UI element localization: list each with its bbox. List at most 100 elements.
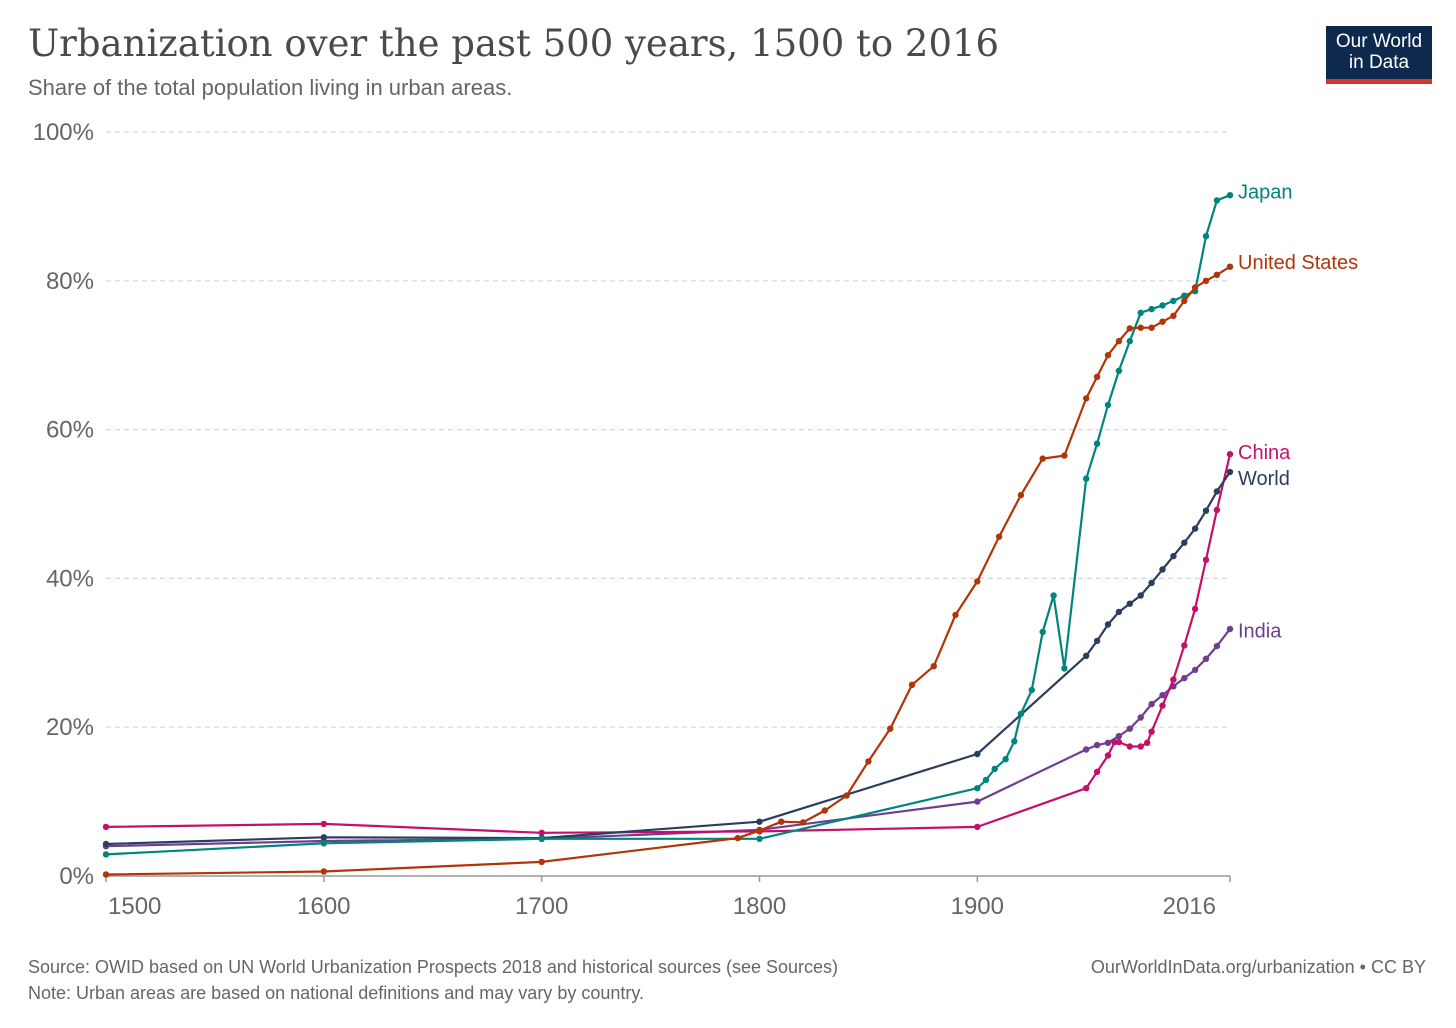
data-point-japan[interactable] <box>1213 197 1221 204</box>
data-point-india[interactable] <box>974 798 981 805</box>
data-point-world[interactable] <box>1213 488 1221 495</box>
data-point-india[interactable] <box>1083 746 1090 753</box>
data-point-united-states[interactable] <box>1061 452 1068 459</box>
data-point-india[interactable] <box>1181 674 1188 682</box>
data-point-world[interactable] <box>1115 608 1123 616</box>
data-point-united-states[interactable] <box>974 578 981 585</box>
data-point-japan[interactable] <box>1126 337 1134 345</box>
data-point-china[interactable] <box>102 823 110 831</box>
data-point-united-states[interactable] <box>1181 297 1188 305</box>
data-point-japan[interactable] <box>320 840 327 847</box>
data-point-united-states[interactable] <box>538 858 545 866</box>
data-point-united-states[interactable] <box>1115 337 1123 345</box>
data-point-japan[interactable] <box>1028 686 1036 694</box>
data-point-china[interactable] <box>320 820 327 828</box>
data-point-united-states[interactable] <box>734 834 741 842</box>
data-point-world[interactable] <box>756 818 763 825</box>
data-point-united-states[interactable] <box>930 663 937 670</box>
data-point-india[interactable] <box>1226 625 1234 633</box>
data-point-china[interactable] <box>1159 702 1166 709</box>
data-point-world[interactable] <box>1181 539 1188 546</box>
data-point-japan[interactable] <box>1137 309 1144 316</box>
data-point-world[interactable] <box>1104 621 1112 628</box>
data-point-world[interactable] <box>1202 507 1210 514</box>
data-point-china[interactable] <box>1144 739 1151 746</box>
data-point-united-states[interactable] <box>865 758 872 765</box>
data-point-china[interactable] <box>1093 768 1101 775</box>
data-point-world[interactable] <box>1159 566 1166 573</box>
owid-logo[interactable]: Our World in Data <box>1326 26 1432 84</box>
data-point-united-states[interactable] <box>1148 324 1155 331</box>
data-point-china[interactable] <box>1126 743 1134 750</box>
data-point-world[interactable] <box>1126 600 1134 607</box>
data-point-world[interactable] <box>1148 579 1155 587</box>
data-point-united-states[interactable] <box>1213 271 1221 278</box>
data-point-japan[interactable] <box>1017 710 1025 717</box>
data-point-united-states[interactable] <box>1202 277 1210 284</box>
data-point-india[interactable] <box>1148 700 1155 708</box>
data-point-china[interactable] <box>538 829 545 836</box>
data-point-united-states[interactable] <box>1126 325 1134 332</box>
data-point-united-states[interactable] <box>843 792 850 799</box>
data-point-china[interactable] <box>1083 785 1090 792</box>
data-point-japan[interactable] <box>756 835 763 842</box>
data-point-china[interactable] <box>1191 605 1199 613</box>
data-point-united-states[interactable] <box>1159 318 1166 325</box>
data-point-japan[interactable] <box>102 851 110 858</box>
owid-link[interactable]: OurWorldInData.org/urbanization • CC BY <box>1090 957 1426 977</box>
data-point-china[interactable] <box>974 823 981 831</box>
data-point-india[interactable] <box>1126 725 1134 732</box>
data-point-india[interactable] <box>1115 732 1123 740</box>
data-point-japan[interactable] <box>1039 628 1046 636</box>
data-point-japan[interactable] <box>1202 233 1210 240</box>
data-point-india[interactable] <box>1191 666 1199 674</box>
data-point-china[interactable] <box>1226 451 1234 458</box>
data-point-united-states[interactable] <box>887 725 894 732</box>
data-point-india[interactable] <box>1213 642 1221 650</box>
data-point-japan[interactable] <box>538 835 545 842</box>
data-point-japan[interactable] <box>1104 401 1112 409</box>
data-point-china[interactable] <box>1115 738 1123 746</box>
data-point-japan[interactable] <box>982 776 990 784</box>
data-point-china[interactable] <box>1213 506 1221 514</box>
data-point-united-states[interactable] <box>799 819 807 826</box>
data-point-united-states[interactable] <box>1039 455 1046 462</box>
series-line-united-states[interactable] <box>105 265 1231 876</box>
data-point-japan[interactable] <box>1159 302 1166 309</box>
data-point-united-states[interactable] <box>1170 312 1177 319</box>
data-point-united-states[interactable] <box>1083 395 1090 402</box>
data-point-india[interactable] <box>1093 741 1101 749</box>
data-point-world[interactable] <box>320 834 327 841</box>
data-point-japan[interactable] <box>991 765 998 773</box>
data-point-china[interactable] <box>1181 642 1188 649</box>
data-point-united-states[interactable] <box>1104 352 1112 359</box>
data-point-india[interactable] <box>1159 692 1166 699</box>
data-point-japan[interactable] <box>1115 367 1123 374</box>
data-point-united-states[interactable] <box>1191 284 1199 291</box>
data-point-world[interactable] <box>974 750 981 758</box>
data-point-united-states[interactable] <box>995 533 1003 540</box>
data-point-india[interactable] <box>1202 655 1210 662</box>
series-line-world[interactable] <box>105 471 1231 846</box>
data-point-world[interactable] <box>1226 468 1234 476</box>
data-point-united-states[interactable] <box>1017 491 1025 499</box>
data-point-india[interactable] <box>1104 739 1112 746</box>
data-point-united-states[interactable] <box>821 807 828 814</box>
data-point-china[interactable] <box>1148 728 1155 735</box>
data-point-world[interactable] <box>1093 637 1101 645</box>
data-point-united-states[interactable] <box>320 868 327 875</box>
data-point-japan[interactable] <box>1148 305 1155 313</box>
data-point-world[interactable] <box>1170 552 1177 560</box>
data-point-united-states[interactable] <box>756 827 763 834</box>
data-point-world[interactable] <box>102 840 110 848</box>
series-line-india[interactable] <box>105 628 1231 848</box>
data-point-china[interactable] <box>1137 743 1144 750</box>
data-point-world[interactable] <box>1137 592 1144 599</box>
data-point-japan[interactable] <box>1011 738 1018 745</box>
data-point-united-states[interactable] <box>1226 263 1234 270</box>
data-point-japan[interactable] <box>1002 756 1009 763</box>
data-point-japan[interactable] <box>1061 665 1068 672</box>
data-point-united-states[interactable] <box>1137 324 1144 331</box>
data-point-japan[interactable] <box>1226 192 1234 199</box>
data-point-united-states[interactable] <box>1093 373 1101 380</box>
